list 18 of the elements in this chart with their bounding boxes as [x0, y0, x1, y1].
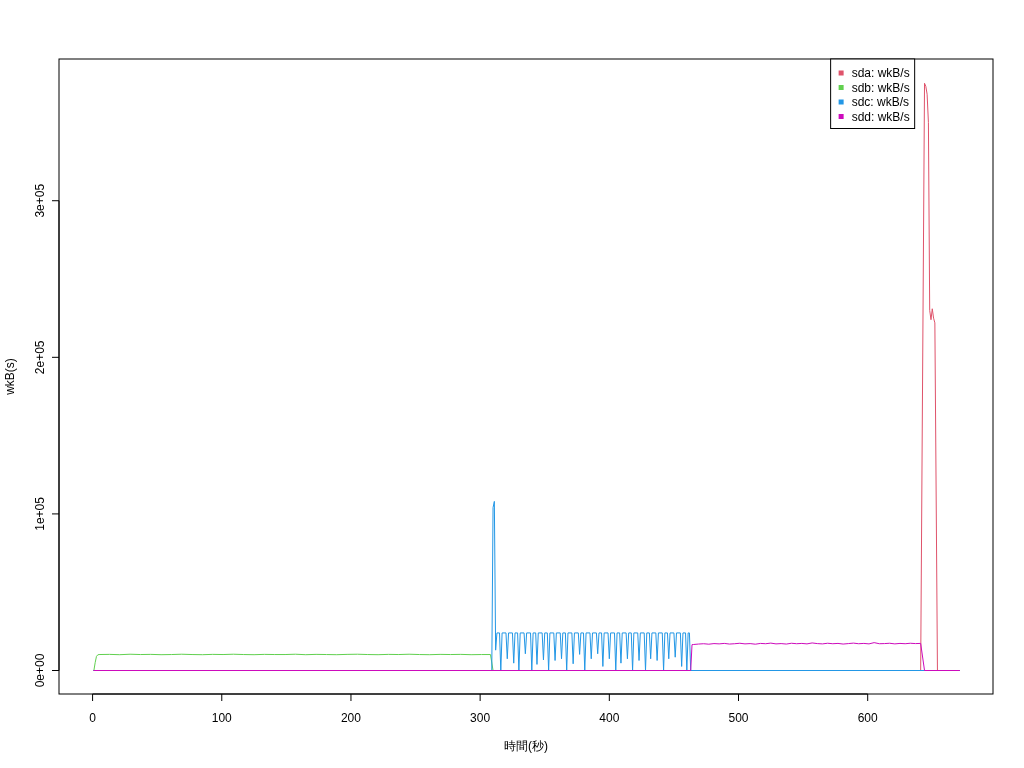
legend-label: sdc: wkB/s	[851, 95, 909, 109]
legend-label: sda: wkB/s	[851, 66, 910, 80]
y-tick-label: 0e+00	[33, 653, 47, 688]
y-tick-label: 1e+05	[33, 496, 47, 531]
legend-label: sdb: wkB/s	[851, 80, 910, 95]
x-tick-label: 0	[89, 711, 97, 725]
x-tick-label: 200	[340, 711, 362, 725]
x-tick-label: 400	[599, 711, 620, 725]
line-series	[93, 642, 960, 672]
x-tick-label: 600	[857, 711, 879, 725]
x-tick-label: 100	[211, 711, 233, 725]
x-tick-label: 300	[470, 711, 491, 725]
x-axis-title: 時間(秒)	[504, 739, 548, 753]
x-tick-label: 500	[728, 711, 749, 725]
y-tick-label: 3e+05	[33, 183, 47, 218]
legend-label: sdd: wkB/s	[851, 109, 910, 124]
y-axis-title: wkB(s)	[3, 358, 17, 396]
y-tick-label: 2e+05	[33, 340, 47, 375]
